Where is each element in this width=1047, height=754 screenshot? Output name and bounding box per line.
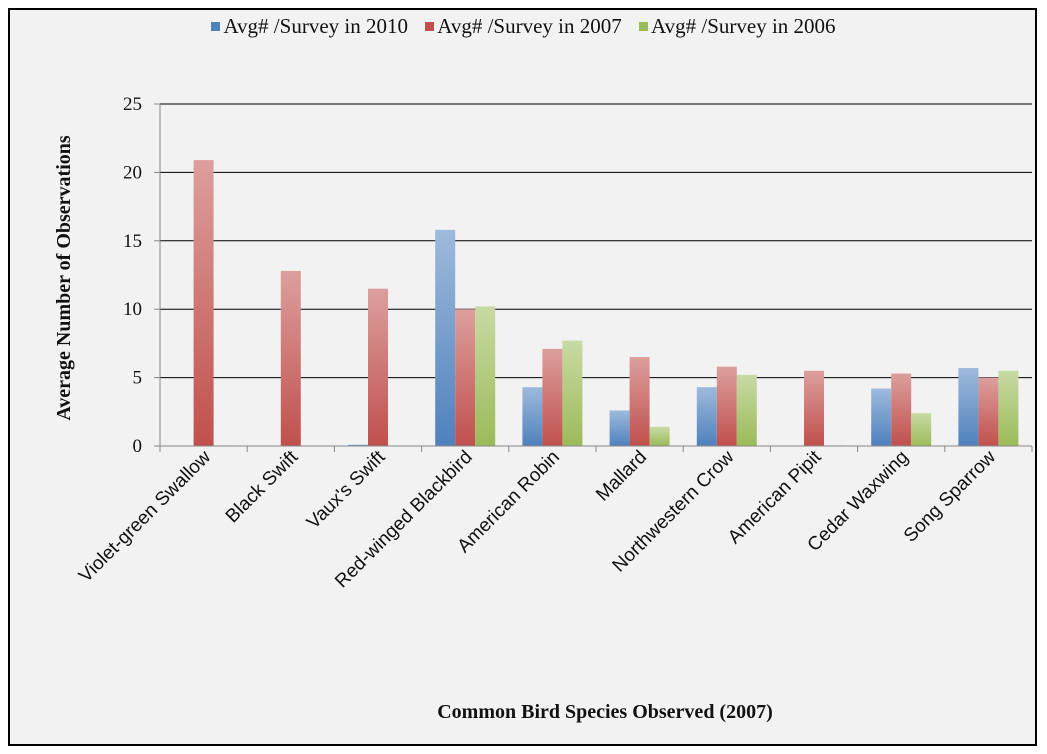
category-label-0: Violet-green Swallow — [75, 446, 215, 586]
legend-item-2007: Avg# /Survey in 2007 — [425, 14, 622, 39]
legend-label-2007: Avg# /Survey in 2007 — [437, 14, 622, 38]
category-label-5: Mallard — [592, 447, 651, 506]
legend-label-2010: Avg# /Survey in 2010 — [223, 14, 408, 38]
bar-2007-4 — [542, 348, 563, 446]
category-label-2: Vaux's Swift — [303, 446, 390, 533]
bar-2010-8 — [871, 388, 892, 446]
bar-2010-9 — [958, 368, 979, 446]
bar-2007-6 — [716, 366, 737, 446]
y-tick-label-15: 15 — [123, 231, 142, 252]
y-axis-title: Average Number of Observations — [53, 135, 75, 421]
bar-2007-9 — [978, 377, 999, 446]
bar-2007-5 — [629, 357, 650, 446]
legend-swatch-2006 — [639, 22, 649, 31]
y-tick-label-5: 5 — [133, 368, 143, 389]
bar-2006-8 — [911, 413, 932, 446]
bar-2010-6 — [696, 387, 717, 446]
bar-2010-5 — [609, 410, 630, 446]
bar-2007-1 — [280, 270, 301, 446]
gridlines — [154, 103, 1032, 447]
y-tick-label-20: 20 — [123, 162, 142, 183]
y-tick-label-25: 25 — [123, 94, 142, 115]
legend-swatch-2007 — [425, 22, 435, 31]
category-label-9: Song Sparrow — [900, 446, 1000, 546]
y-tick-labels: 0 5 10 15 20 25 — [123, 94, 142, 457]
x-ticks — [159, 446, 1033, 452]
category-labels: Violet-green Swallow Black Swift Vaux's Sw… — [75, 446, 1000, 592]
bar-2007-2 — [368, 288, 388, 446]
legend-item-2006: Avg# /Survey in 2006 — [639, 14, 836, 39]
bar-2007-3 — [455, 309, 476, 446]
bar-2006-4 — [562, 340, 583, 446]
category-label-1: Black Swift — [222, 446, 303, 527]
bar-2007-8 — [891, 373, 912, 446]
y-tick-label-0: 0 — [133, 436, 143, 457]
legend-item-2010: Avg# /Survey in 2010 — [211, 14, 408, 39]
bar-2006-9 — [998, 370, 1019, 446]
bar-2010-3 — [435, 229, 456, 446]
bar-2007-7 — [804, 370, 824, 446]
bar-2006-5 — [649, 426, 670, 446]
bar-2010-2 — [348, 444, 368, 446]
legend: Avg# /Survey in 2010 Avg# /Survey in 200… — [0, 12, 1047, 39]
legend-label-2006: Avg# /Survey in 2006 — [651, 14, 836, 38]
x-axis-title: Common Bird Species Observed (2007) — [437, 701, 773, 723]
bar-2007-0 — [193, 160, 214, 446]
bar-2010-4 — [522, 387, 543, 446]
bar-2006-6 — [736, 374, 757, 446]
y-tick-label-10: 10 — [123, 299, 142, 320]
legend-swatch-2010 — [211, 22, 221, 31]
bar-2006-3 — [475, 306, 496, 446]
bars — [193, 160, 1019, 446]
